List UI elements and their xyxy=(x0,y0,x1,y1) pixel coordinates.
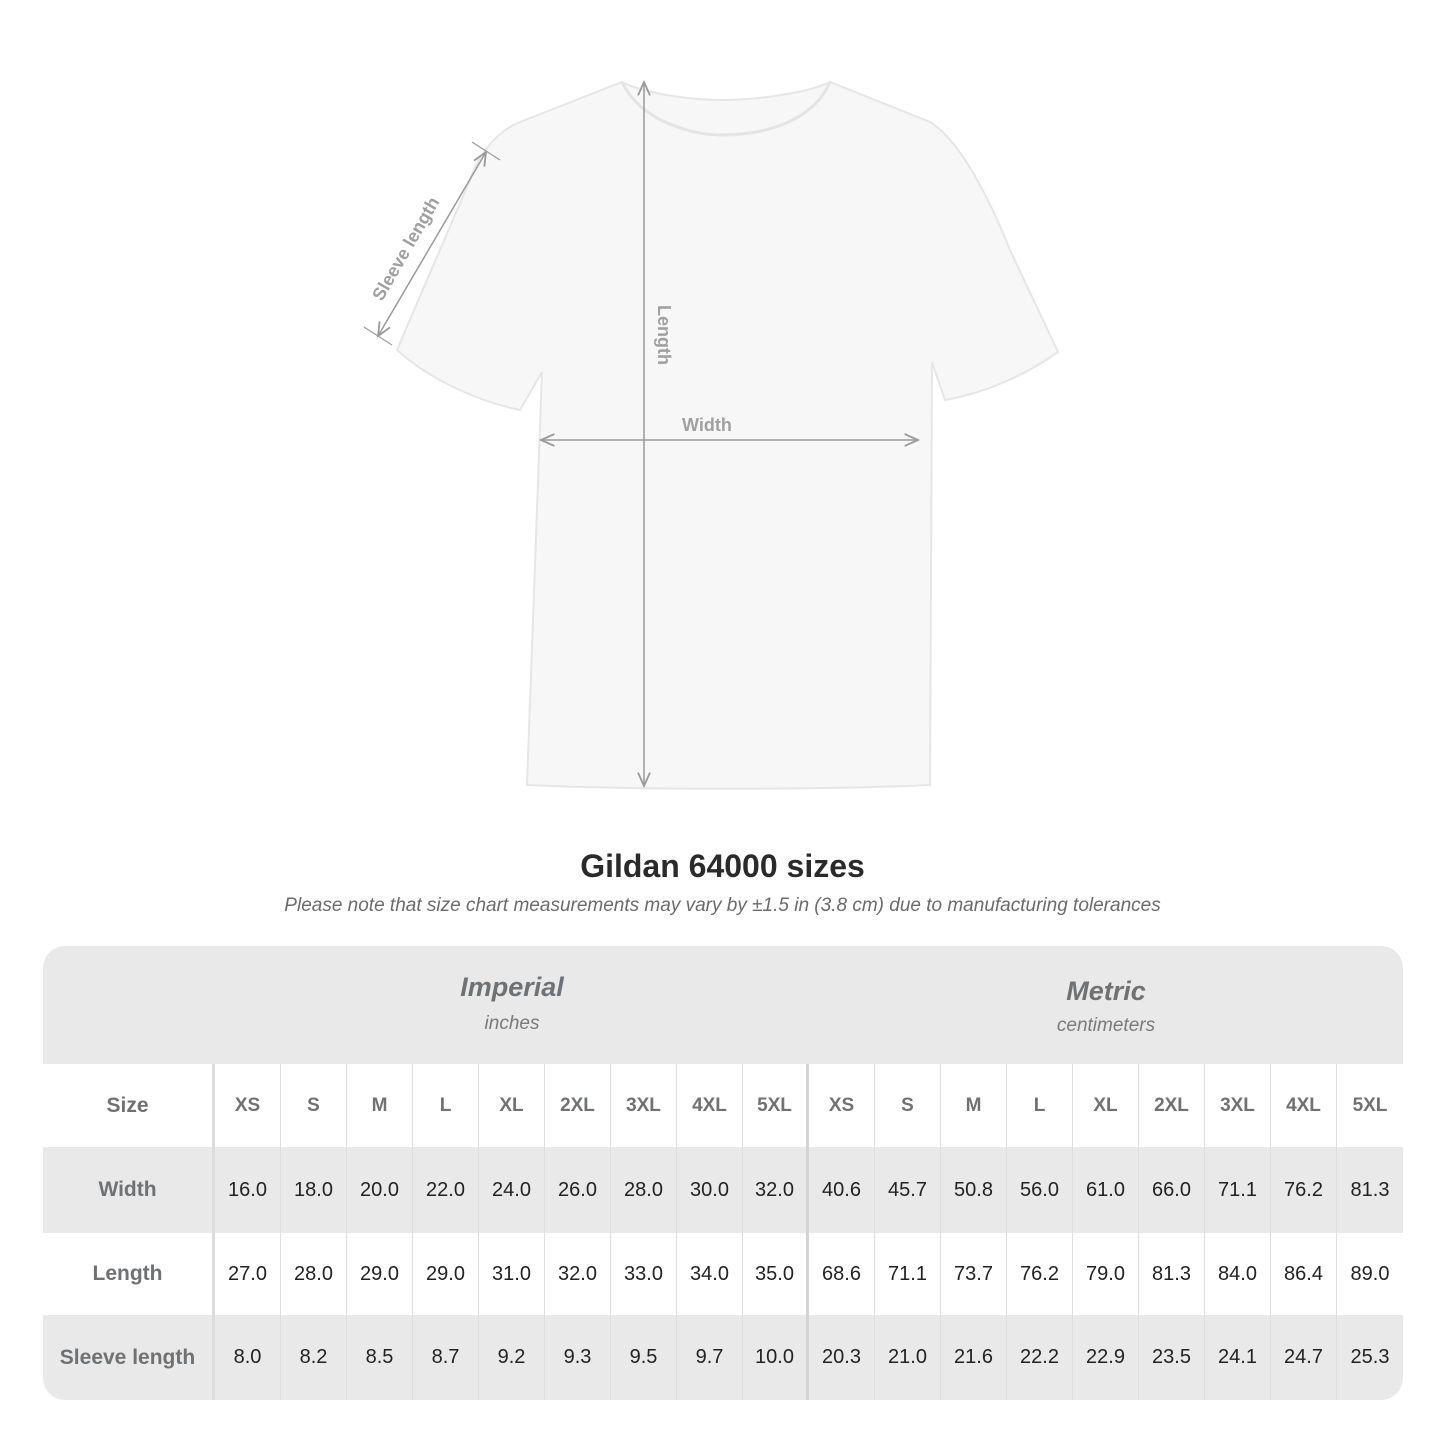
table-cell: 31.0 xyxy=(479,1233,545,1315)
table-cell: 81.3 xyxy=(1139,1233,1205,1315)
table-cell: 23.5 xyxy=(1139,1315,1205,1400)
table-row-sleeve-length: Sleeve length 8.0 8.2 8.5 8.7 9.2 9.3 9.5 9.7 10.… xyxy=(43,1315,1403,1400)
table-cell: 8.2 xyxy=(281,1315,347,1400)
size-label: Size xyxy=(43,1064,215,1147)
table-cell: 86.4 xyxy=(1271,1233,1337,1315)
table-cell: 79.0 xyxy=(1073,1233,1139,1315)
size-header-cell: S xyxy=(281,1064,347,1147)
table-row-width: Width 16.0 18.0 20.0 22.0 24.0 26.0 28.0 30.0 32.… xyxy=(43,1147,1403,1233)
size-header-cell: XL xyxy=(479,1064,545,1147)
table-cell: 21.0 xyxy=(875,1315,941,1400)
imperial-header: Imperial inches xyxy=(215,946,809,1064)
table-cell: 29.0 xyxy=(347,1233,413,1315)
table-cell: 10.0 xyxy=(743,1315,809,1400)
table-cell: 71.1 xyxy=(1205,1147,1271,1233)
size-header-cell: XL xyxy=(1073,1064,1139,1147)
table-cell: 89.0 xyxy=(1350,1262,1390,1285)
table-cell: 22.0 xyxy=(413,1147,479,1233)
table-cell: 22.9 xyxy=(1073,1315,1139,1400)
table-cell: 40.6 xyxy=(809,1147,875,1233)
table-cell: 27.0 xyxy=(215,1233,281,1315)
table-cell: 66.0 xyxy=(1139,1147,1205,1233)
size-header-cell: S xyxy=(875,1064,941,1147)
size-header-cell: 2XL xyxy=(1139,1064,1205,1147)
size-header-cell: L xyxy=(413,1064,479,1147)
size-header-cell: XS xyxy=(809,1064,875,1147)
size-header-row: Size XS S M L XL 2XL 3XL 4XL 5XL XS S M L XL 2XL 3XL 4XL… xyxy=(43,1064,1403,1147)
imperial-title: Imperial xyxy=(460,972,564,1002)
table-cell: 20.3 xyxy=(809,1315,875,1400)
size-header-cell: L xyxy=(1007,1064,1073,1147)
width-label: Width xyxy=(682,415,732,435)
tshirt-diagram: Sleeve length Length Width xyxy=(363,0,1060,790)
size-header-cell: 5XL xyxy=(743,1064,809,1147)
metric-title: Metric xyxy=(1066,976,1146,1006)
table-cell: 24.7 xyxy=(1271,1315,1337,1400)
size-header-cell: 2XL xyxy=(545,1064,611,1147)
table-cell: 24.0 xyxy=(479,1147,545,1233)
table-cell: 50.8 xyxy=(941,1147,1007,1233)
tolerance-note: Please note that size chart measurements… xyxy=(284,895,1161,916)
table-cell: 21.6 xyxy=(941,1315,1007,1400)
table-cell: 81.3 xyxy=(1350,1178,1390,1201)
table-cell: 8.0 xyxy=(215,1315,281,1400)
table-cell: 24.1 xyxy=(1205,1315,1271,1400)
table-cell: 8.7 xyxy=(413,1315,479,1400)
size-header-cell: 3XL xyxy=(1205,1064,1271,1147)
table-cell: 68.6 xyxy=(809,1233,875,1315)
table-cell: 32.0 xyxy=(743,1147,809,1233)
size-header-cell: 4XL xyxy=(677,1064,743,1147)
size-table: Imperial inches Metric centimeters Size … xyxy=(43,946,1403,1400)
size-header-cell: 3XL xyxy=(611,1064,677,1147)
table-cell: 61.0 xyxy=(1073,1147,1139,1233)
row-label: Length xyxy=(43,1233,215,1315)
row-label: Width xyxy=(43,1147,215,1233)
table-cell: 56.0 xyxy=(1007,1147,1073,1233)
table-cell: 25.3 xyxy=(1350,1346,1390,1368)
length-label: Length xyxy=(654,305,674,365)
size-header-cell: M xyxy=(941,1064,1007,1147)
size-header-cell: M xyxy=(347,1064,413,1147)
table-cell: 30.0 xyxy=(677,1147,743,1233)
table-cell: 33.0 xyxy=(611,1233,677,1315)
table-cell: 18.0 xyxy=(281,1147,347,1233)
table-cell: 9.3 xyxy=(545,1315,611,1400)
table-cell: 76.2 xyxy=(1271,1147,1337,1233)
table-cell: 29.0 xyxy=(413,1233,479,1315)
table-cell: 16.0 xyxy=(215,1147,281,1233)
table-cell: 28.0 xyxy=(281,1233,347,1315)
sleeve-line xyxy=(378,152,486,336)
table-cell: 9.5 xyxy=(611,1315,677,1400)
tshirt-shape xyxy=(395,80,1060,790)
table-cell: 26.0 xyxy=(545,1147,611,1233)
size-header-cell: 5XL xyxy=(1352,1094,1388,1116)
table-cell: 73.7 xyxy=(941,1233,1007,1315)
metric-header: Metric centimeters xyxy=(809,946,1403,1064)
page-title: Gildan 64000 sizes xyxy=(580,848,865,884)
row-label: Sleeve length xyxy=(43,1315,215,1400)
table-cell: 34.0 xyxy=(677,1233,743,1315)
table-cell: 76.2 xyxy=(1007,1233,1073,1315)
table-cell: 84.0 xyxy=(1205,1233,1271,1315)
table-row-length: Length 27.0 28.0 29.0 29.0 31.0 32.0 33.0 34.0 35… xyxy=(43,1233,1403,1315)
table-cell: 45.7 xyxy=(875,1147,941,1233)
table-cell: 71.1 xyxy=(875,1233,941,1315)
table-cell: 28.0 xyxy=(611,1147,677,1233)
imperial-unit: inches xyxy=(484,1013,540,1034)
size-header-cell: 4XL xyxy=(1271,1064,1337,1147)
table-cell: 35.0 xyxy=(743,1233,809,1315)
size-header-cell: XS xyxy=(215,1064,281,1147)
table-cell: 9.7 xyxy=(677,1315,743,1400)
table-cell: 32.0 xyxy=(545,1233,611,1315)
table-cell: 22.2 xyxy=(1007,1315,1073,1400)
table-cell: 20.0 xyxy=(347,1147,413,1233)
table-cell: 9.2 xyxy=(479,1315,545,1400)
metric-unit: centimeters xyxy=(1056,1015,1156,1036)
table-cell: 8.5 xyxy=(347,1315,413,1400)
